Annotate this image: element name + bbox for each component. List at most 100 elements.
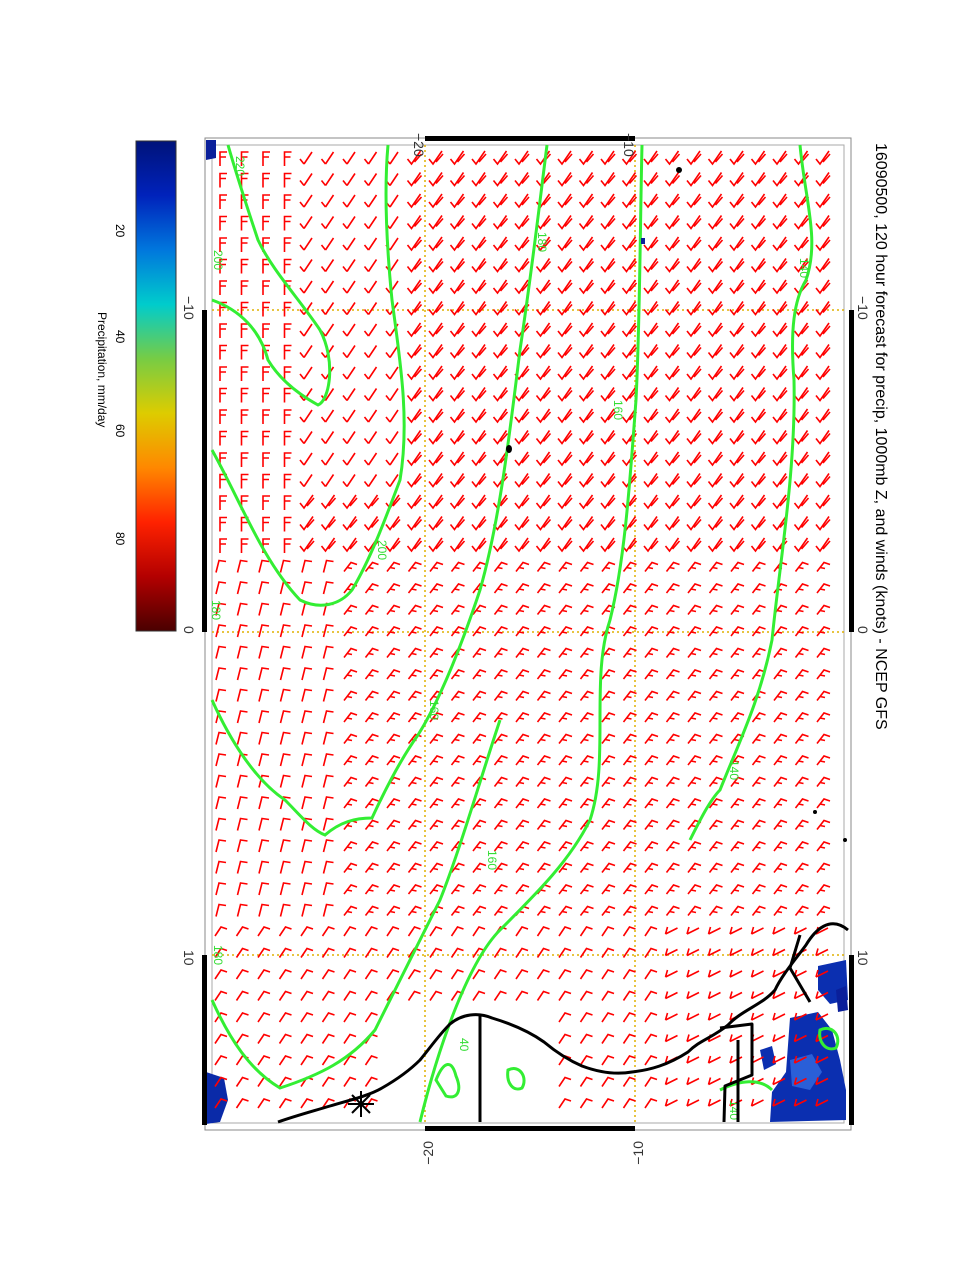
wind-barb xyxy=(301,796,313,810)
contour-label: 160 xyxy=(611,400,625,420)
wind-barb xyxy=(707,451,724,467)
wind-barb xyxy=(773,776,788,787)
wind-barb xyxy=(601,990,615,1001)
wind-barb xyxy=(450,947,464,958)
wind-barb xyxy=(514,451,530,467)
wind-barb xyxy=(729,387,745,402)
wind-barb xyxy=(493,755,508,766)
wind-barb xyxy=(407,990,421,1001)
wind-barb xyxy=(492,537,509,553)
wind-barb xyxy=(428,301,444,316)
wind-barb xyxy=(471,236,487,252)
wind-barb xyxy=(240,366,249,381)
wind-barb xyxy=(622,969,636,980)
wind-barb xyxy=(535,365,552,381)
wind-barb xyxy=(515,884,530,895)
wind-barb xyxy=(301,860,313,874)
wind-barb xyxy=(279,667,291,681)
wind-barb xyxy=(686,991,700,1000)
wind-barb xyxy=(600,193,616,209)
wind-barb xyxy=(558,561,573,572)
wind-barb xyxy=(262,323,270,338)
wind-barb xyxy=(730,583,745,594)
wind-barb xyxy=(536,947,550,958)
wind-barb xyxy=(219,366,227,381)
wind-barb xyxy=(492,236,509,252)
wind-barb xyxy=(363,516,380,531)
wind-barb xyxy=(407,884,422,895)
contour-140 xyxy=(688,144,814,841)
wind-barb xyxy=(729,236,745,252)
wind-barb xyxy=(262,430,270,446)
wind-barb xyxy=(794,669,809,680)
wind-barb xyxy=(240,452,249,467)
wind-barb xyxy=(472,712,487,723)
wind-barb xyxy=(579,969,593,980)
wind-barb xyxy=(515,819,530,830)
wind-barb xyxy=(707,408,724,424)
wind-barb xyxy=(687,712,702,723)
wind-barb xyxy=(236,602,248,616)
wind-barb xyxy=(429,583,444,594)
wind-barb xyxy=(772,473,788,488)
wind-barb xyxy=(449,473,466,488)
wind-barb xyxy=(750,537,767,553)
wind-barb xyxy=(815,473,831,488)
wind-barb xyxy=(816,583,831,594)
wind-barb xyxy=(257,947,271,958)
wind-barb xyxy=(643,236,659,252)
wind-barb xyxy=(622,947,636,958)
wind-barb xyxy=(664,387,681,402)
wind-barb xyxy=(320,280,335,294)
wind-barb xyxy=(322,710,334,724)
wind-barb xyxy=(815,215,831,230)
wind-barb xyxy=(299,537,315,553)
wind-barb xyxy=(558,947,572,958)
wind-barb xyxy=(687,755,702,766)
wind-barb xyxy=(644,776,659,787)
wind-barb xyxy=(643,344,659,359)
wind-barb xyxy=(301,624,313,638)
wind-barb xyxy=(643,516,659,531)
wind-barb xyxy=(772,1077,786,1086)
wind-barb xyxy=(300,1055,314,1066)
wind-barb xyxy=(643,322,659,338)
wind-barb xyxy=(707,969,721,978)
wind-barb xyxy=(406,344,423,359)
wind-barb xyxy=(322,817,334,831)
wind-barb xyxy=(644,733,659,744)
wind-barb xyxy=(283,301,292,317)
wind-barb xyxy=(342,345,356,358)
wind-barb xyxy=(773,626,788,637)
wind-barb xyxy=(343,755,358,766)
wind-barb xyxy=(601,712,616,723)
wind-barb xyxy=(428,430,444,445)
wind-barb xyxy=(665,604,680,615)
wind-barb xyxy=(664,193,681,209)
wind-barb xyxy=(772,301,788,316)
wind-barb xyxy=(536,905,551,916)
wind-barb xyxy=(320,537,337,553)
wind-barb xyxy=(278,1098,292,1109)
wind-barb xyxy=(386,561,401,572)
wind-barb xyxy=(644,647,659,658)
wind-barb xyxy=(601,1012,615,1023)
wind-barb xyxy=(471,322,487,338)
wind-barb xyxy=(322,731,334,745)
wind-barb xyxy=(730,798,745,809)
wind-barb xyxy=(621,172,638,187)
wind-barb xyxy=(515,712,530,723)
wind-barb xyxy=(301,559,313,573)
wind-barb xyxy=(750,1098,764,1107)
wind-barb xyxy=(579,884,594,895)
wind-barb xyxy=(708,712,723,723)
wind-barb xyxy=(622,1012,636,1023)
wind-barb xyxy=(215,667,227,681)
wind-barb xyxy=(514,494,530,510)
wind-barb xyxy=(665,669,680,680)
wind-barb xyxy=(730,819,745,830)
wind-barb xyxy=(686,193,702,209)
wind-barb xyxy=(262,366,270,381)
wind-barb xyxy=(643,172,659,187)
contour-label: 140 xyxy=(727,760,741,780)
